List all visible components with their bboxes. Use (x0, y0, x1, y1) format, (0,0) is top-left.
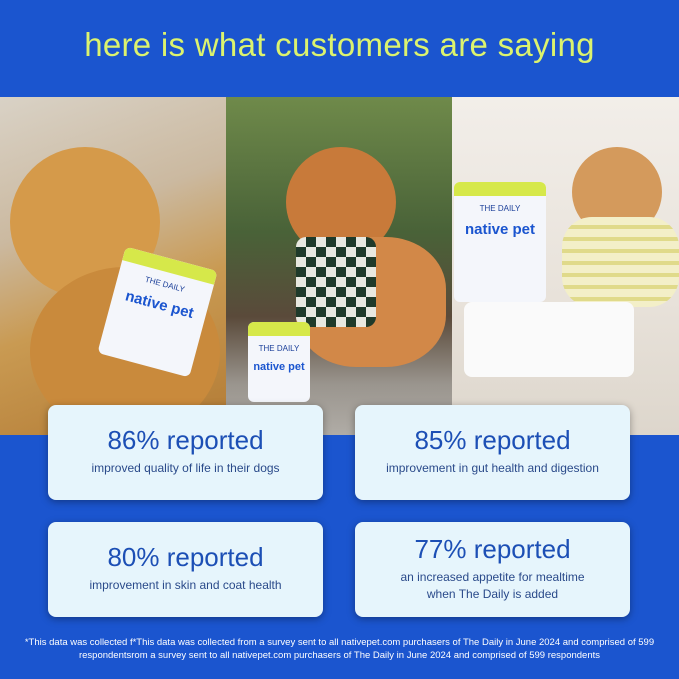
stat-card: 80% reported improvement in skin and coa… (48, 522, 323, 617)
product-label: THE DAILY (258, 344, 300, 353)
photo-golden-retriever: THE DAILY native pet (0, 97, 226, 435)
can-lid (454, 182, 546, 196)
stat-card: 85% reported improvement in gut health a… (355, 405, 630, 500)
stat-detail: an increased appetite for mealtime when … (400, 570, 585, 601)
product-label: THE DAILY (479, 204, 521, 213)
page-title: here is what customers are saying (84, 26, 595, 63)
photo-chihuahua: THE DAILY native pet (452, 97, 679, 435)
stat-headline: 86% reported (107, 425, 264, 455)
stat-detail: improvement in skin and coat health (89, 578, 282, 592)
stat-headline: 85% reported (414, 425, 571, 455)
stat-card: 77% reported an increased appetite for m… (355, 522, 630, 617)
footnote: *This data was collected f*This data was… (24, 637, 655, 661)
stat-detail: improved quality of life in their dogs (91, 461, 280, 475)
stat-detail: improvement in gut health and digestion (386, 461, 599, 475)
stat-headline: 77% reported (414, 534, 571, 564)
stat-headline: 80% reported (107, 542, 264, 572)
product-brand: native pet (464, 221, 536, 238)
sweater (562, 217, 679, 307)
bandana (296, 237, 376, 327)
product-brand: native pet (253, 361, 305, 373)
can-lid (248, 322, 310, 336)
stat-card: 86% reported improved quality of life in… (48, 405, 323, 500)
product-can: THE DAILY native pet (248, 322, 310, 402)
product-can: THE DAILY native pet (454, 182, 546, 302)
photo-corgi: THE DAILY native pet (226, 97, 452, 435)
food-bowl (464, 302, 634, 377)
